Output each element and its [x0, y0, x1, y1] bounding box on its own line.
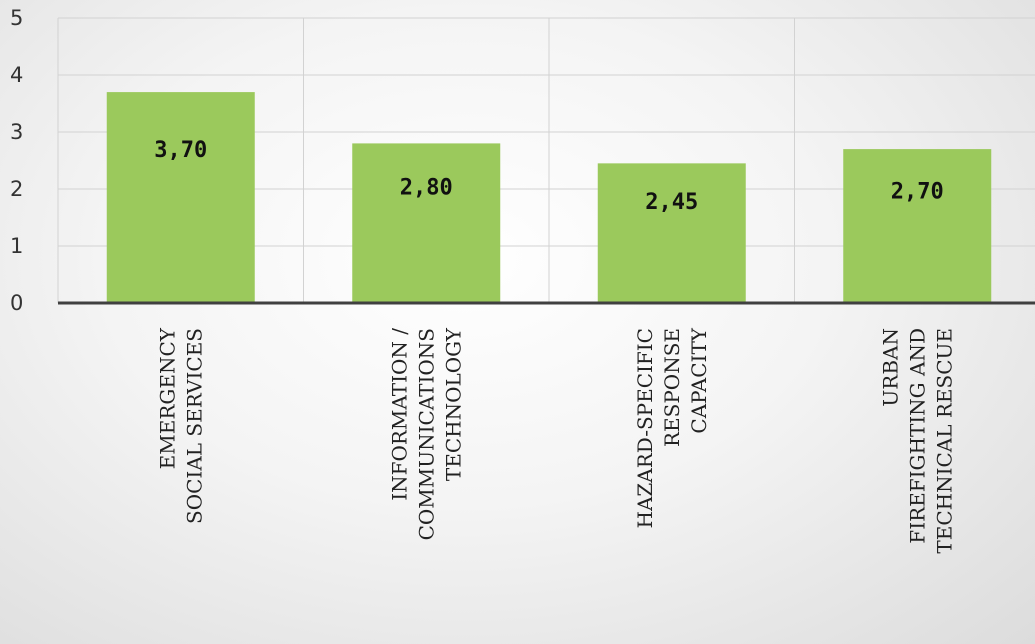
bar — [106, 92, 255, 303]
bars — [106, 92, 992, 303]
category-label-line: RESPONSE — [660, 328, 684, 447]
category-label: HAZARD-SPECIFIC RESPONSE CAPACITY — [633, 327, 711, 528]
category-label-line: COMMUNICATIONS — [414, 328, 438, 540]
y-tick-label: 1 — [10, 234, 23, 258]
y-tick-label: 2 — [10, 177, 23, 201]
category-label: EMERGENCY SOCIAL SERVICES — [155, 327, 206, 524]
y-tick-label: 0 — [10, 291, 23, 315]
y-axis-tick-labels: 0 1 2 3 4 5 — [10, 6, 23, 315]
y-tick-label: 5 — [10, 6, 23, 30]
category-label: INFORMATION / COMMUNICATIONS TECHNOLOGY — [387, 327, 465, 540]
bar — [597, 163, 746, 303]
category-label-line: HAZARD-SPECIFIC — [633, 328, 657, 529]
y-tick-label: 4 — [10, 63, 23, 87]
x-axis-category-labels: EMERGENCY SOCIAL SERVICES INFORMATION / COM… — [155, 327, 956, 553]
data-labels: 3,70 2,80 2,45 2,70 — [154, 138, 943, 215]
category-label: URBAN FIREFIGHTING AND TECHNICAL RESCUE — [878, 328, 956, 554]
category-label-line: CAPACITY — [687, 327, 711, 433]
data-label: 3,70 — [154, 138, 207, 163]
category-label-line: SOCIAL SERVICES — [182, 328, 206, 524]
category-label-line: FIREFIGHTING AND — [905, 328, 929, 544]
data-label: 2,80 — [400, 175, 453, 200]
category-label-line: EMERGENCY — [155, 327, 179, 469]
bar — [843, 149, 992, 303]
category-label-line: URBAN — [878, 328, 902, 407]
category-label-line: INFORMATION / — [387, 328, 411, 501]
data-label: 2,70 — [891, 180, 944, 205]
y-tick-label: 3 — [10, 120, 23, 144]
data-label: 2,45 — [645, 190, 698, 215]
category-label-line: TECHNOLOGY — [441, 327, 465, 481]
bar — [352, 143, 501, 303]
category-label-line: TECHNICAL RESCUE — [932, 328, 956, 554]
